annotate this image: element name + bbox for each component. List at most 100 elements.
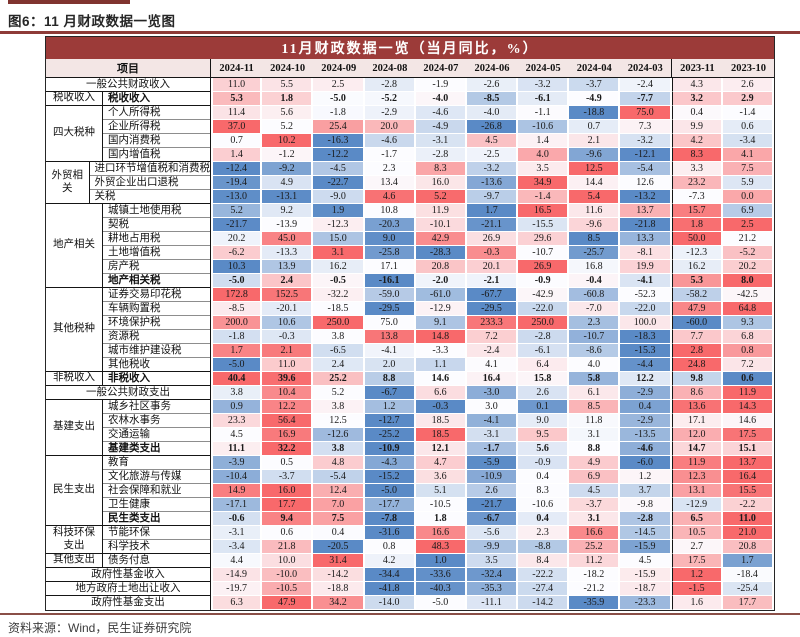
row-label: 企业所得税 xyxy=(103,120,210,134)
data-cell: 3.3 xyxy=(671,162,723,176)
row-label: 外贸企业出口退税 xyxy=(89,176,210,190)
data-cell: 6.4 xyxy=(518,358,570,372)
data-cell: 18.5 xyxy=(415,428,467,442)
row-label: 交通运输 xyxy=(103,428,210,442)
data-cell: 16.4 xyxy=(466,372,519,386)
data-cell: 14.3 xyxy=(722,400,774,414)
row-label: 科学技术 xyxy=(103,540,210,554)
data-cell: -13.2 xyxy=(620,190,672,204)
data-cell: 6.9 xyxy=(569,470,621,484)
row-label: 契税 xyxy=(103,218,210,232)
data-cell: 12.1 xyxy=(415,442,467,456)
data-cell: -1.9 xyxy=(415,78,467,92)
data-cell: 5.1 xyxy=(415,484,467,498)
row-label: 国内增值税 xyxy=(103,148,210,162)
data-cell: 12.3 xyxy=(671,470,723,484)
data-cell: -18.4 xyxy=(722,568,774,582)
data-cell: -42.5 xyxy=(722,288,774,302)
column-header: 2024-05 xyxy=(525,62,561,74)
data-cell: 17.1 xyxy=(671,414,723,428)
data-cell: -5.0 xyxy=(313,92,365,106)
data-cell: 14.4 xyxy=(569,176,621,190)
data-cell: -4.4 xyxy=(620,358,672,372)
data-cell: 0.1 xyxy=(518,400,570,414)
data-cell: 13.7 xyxy=(722,456,774,470)
column-header: 2024-06 xyxy=(474,62,510,74)
data-cell: 0.8 xyxy=(722,344,774,358)
data-cell: -7.3 xyxy=(671,190,723,204)
data-cell: 4.5 xyxy=(211,428,263,442)
data-cell: 11.6 xyxy=(569,204,621,218)
data-cell: -1.1 xyxy=(518,106,570,120)
data-cell: 3.7 xyxy=(620,484,672,498)
row-label: 卫生健康 xyxy=(103,498,210,512)
data-cell: 47.9 xyxy=(262,596,314,610)
data-cell: -59.0 xyxy=(364,288,416,302)
row-label: 地产相关税 xyxy=(103,274,210,288)
data-cell: -0.3 xyxy=(415,400,467,414)
data-cell: 8.4 xyxy=(518,554,570,568)
data-cell: -3.1 xyxy=(211,526,263,540)
data-cell: 20.0 xyxy=(364,120,416,134)
data-cell: -35.9 xyxy=(569,596,621,610)
data-cell: 3.8 xyxy=(313,330,365,344)
data-cell: 250.0 xyxy=(313,316,365,330)
data-cell: 17.7 xyxy=(262,498,314,512)
data-cell: -4.3 xyxy=(364,456,416,470)
data-cell: -31.6 xyxy=(364,526,416,540)
data-cell: 4.0 xyxy=(518,148,570,162)
data-cell: -9.0 xyxy=(313,190,365,204)
data-cell: 12.5 xyxy=(569,162,621,176)
data-cell: 9.3 xyxy=(722,316,774,330)
data-cell: -13.9 xyxy=(262,218,314,232)
data-cell: 75.0 xyxy=(364,316,416,330)
data-cell: -22.0 xyxy=(620,302,672,316)
data-cell: 3.8 xyxy=(313,442,365,456)
data-cell: -16.1 xyxy=(364,274,416,288)
column-header: 2024-10 xyxy=(270,62,306,74)
data-cell: 4.5 xyxy=(466,134,519,148)
data-cell: 13.9 xyxy=(262,260,314,274)
data-cell: 5.8 xyxy=(569,372,621,386)
row-label: 城乡社区事务 xyxy=(103,400,210,414)
data-cell: -4.6 xyxy=(415,106,467,120)
data-cell: -10.1 xyxy=(415,218,467,232)
data-cell: -6.5 xyxy=(313,344,365,358)
data-cell: -3.0 xyxy=(466,386,519,400)
data-cell: 2.1 xyxy=(569,134,621,148)
data-cell: 4.2 xyxy=(671,134,723,148)
data-cell: 8.8 xyxy=(364,372,416,386)
data-cell: 20.8 xyxy=(415,260,467,274)
data-cell: 31.4 xyxy=(313,554,365,568)
row-group-block: 其他税种 证券交易印花税 车辆购置税 环境保护税 资源税 城市维护建设税 其他税收 xyxy=(46,288,210,372)
data-cell: 12.2 xyxy=(262,400,314,414)
data-cell: -2.9 xyxy=(364,106,416,120)
row-label: 城镇土地使用税 xyxy=(103,204,210,218)
data-cell: -8.8 xyxy=(518,540,570,554)
data-cell: 16.4 xyxy=(722,470,774,484)
data-cell: 4.6 xyxy=(364,190,416,204)
data-cell: 14.6 xyxy=(415,372,467,386)
data-cell: 1.7 xyxy=(466,204,519,218)
data-cell: 13.1 xyxy=(671,484,723,498)
data-cell: 26.9 xyxy=(466,232,519,246)
data-cell: -25.4 xyxy=(722,582,774,596)
data-cell: 14.8 xyxy=(415,330,467,344)
data-cell: 15.1 xyxy=(722,442,774,456)
data-cell: -2.8 xyxy=(620,512,672,526)
data-cell: -0.9 xyxy=(518,456,570,470)
data-cell: 2.6 xyxy=(518,386,570,400)
row-group-block: 其他支出 债务付息 xyxy=(46,554,210,568)
data-cell: 40.4 xyxy=(211,372,263,386)
data-cell: 42.9 xyxy=(415,232,467,246)
data-cell: 7.5 xyxy=(722,162,774,176)
data-cell: 12.5 xyxy=(313,414,365,428)
data-cell: 15.8 xyxy=(518,372,570,386)
data-cell: 6.8 xyxy=(722,330,774,344)
data-cell: 0.6 xyxy=(262,526,314,540)
data-cell: 1.8 xyxy=(262,92,314,106)
data-cell: 21.0 xyxy=(722,526,774,540)
data-cell: 2.4 xyxy=(313,358,365,372)
data-cell: -9.9 xyxy=(466,540,519,554)
data-cell: -3.2 xyxy=(620,134,672,148)
